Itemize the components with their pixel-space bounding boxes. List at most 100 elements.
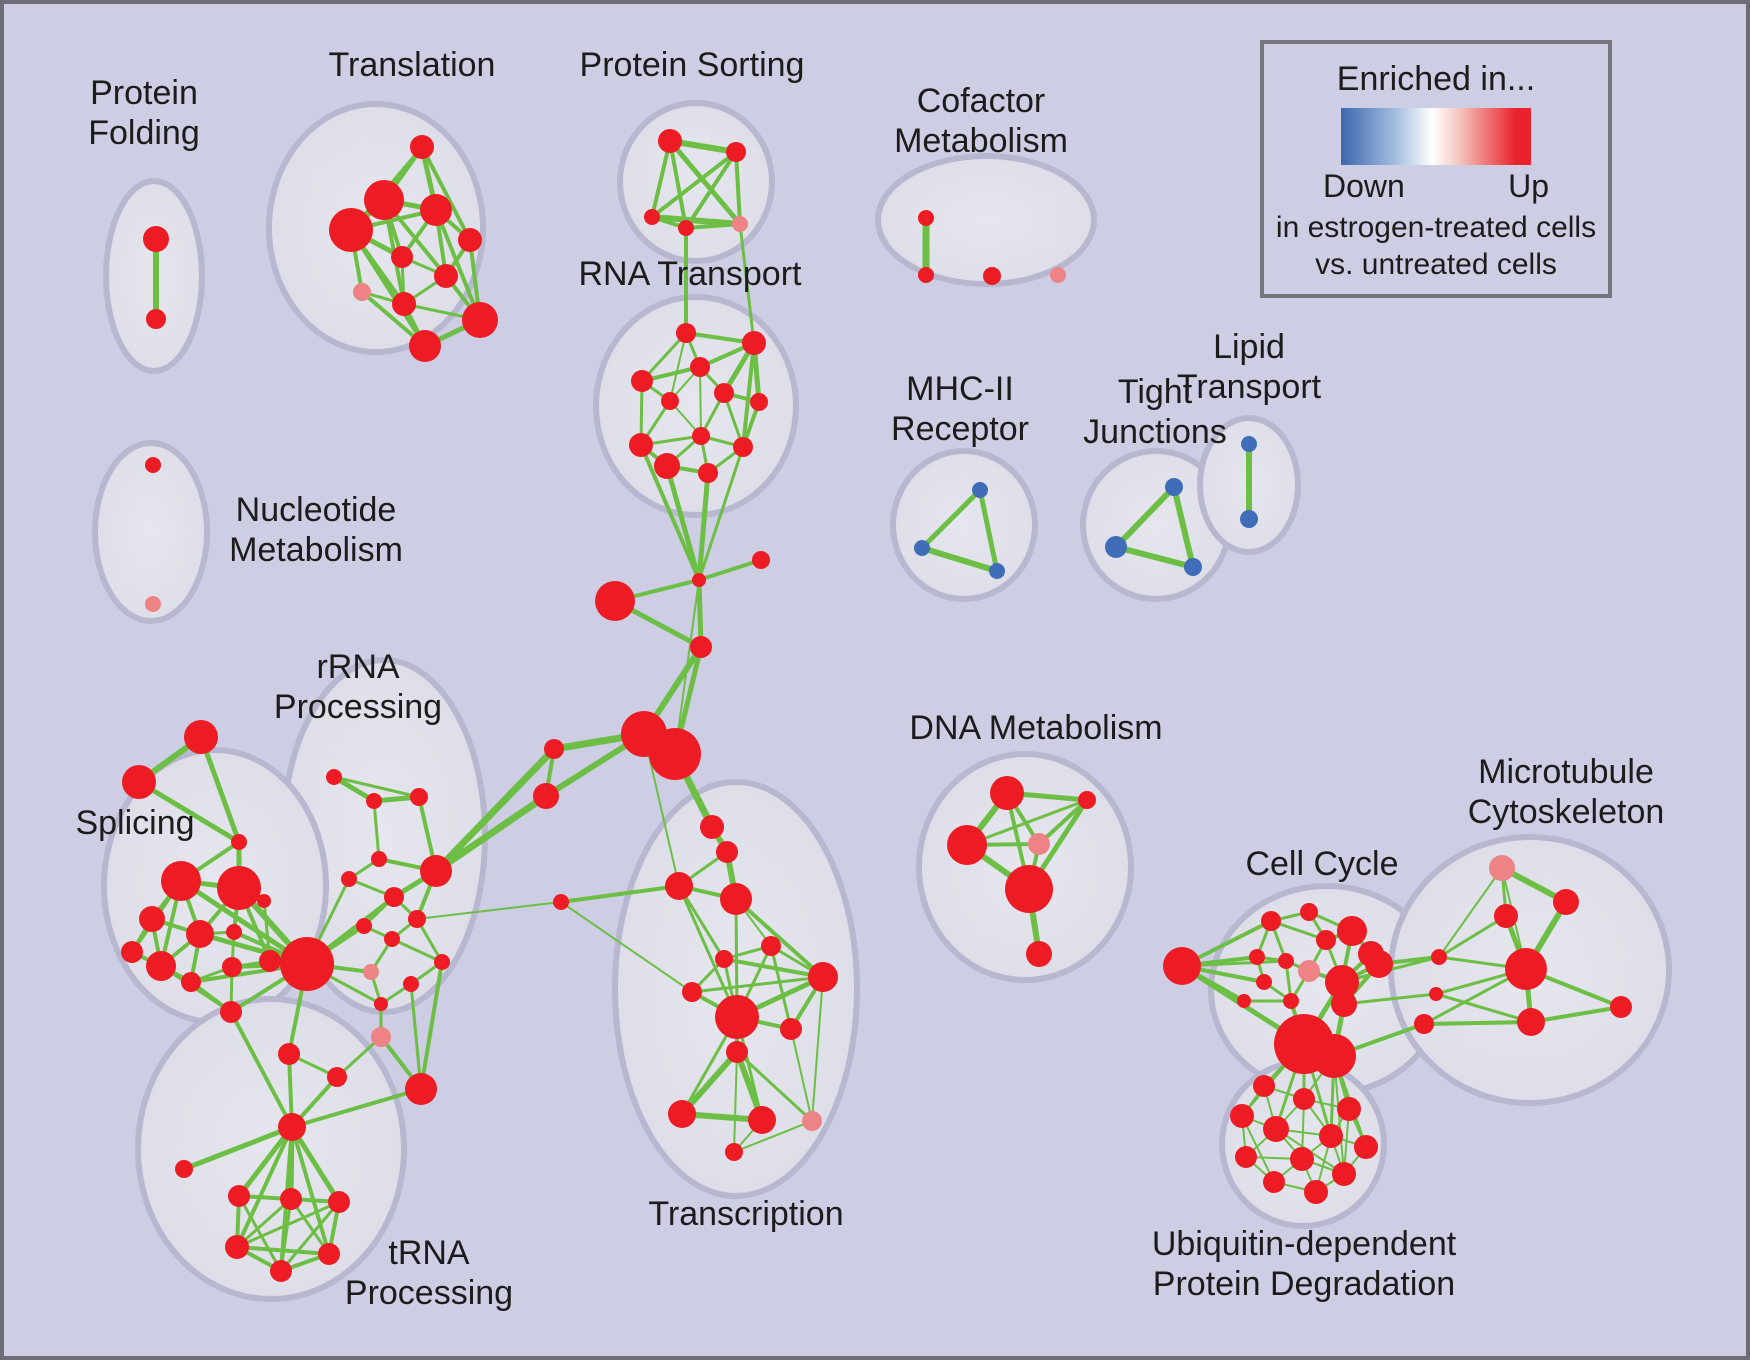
network-edge: [667, 138, 743, 227]
cluster-label-microtubule-cytoskeleton: Microtubule: [1478, 753, 1654, 791]
network-edge: [674, 579, 700, 755]
network-node-ps5: [732, 216, 748, 232]
network-node-m4: [1505, 948, 1547, 990]
network-edge: [289, 1197, 331, 1256]
network-edge: [734, 150, 742, 226]
network-node-tr3: [328, 1191, 350, 1213]
network-edge: [699, 366, 702, 437]
network-edge: [684, 150, 738, 230]
network-node-mh3: [989, 563, 1005, 579]
network-node-mj3: [1414, 1014, 1434, 1034]
network-node-lt1: [553, 894, 569, 910]
network-edge: [236, 1124, 295, 1199]
network-edge: [639, 443, 701, 582]
network-node-m1: [1489, 855, 1515, 881]
cluster-label-trna-processing: Processing: [345, 1274, 513, 1312]
network-node-x12: [668, 1100, 696, 1128]
network-edge: [1241, 1115, 1275, 1183]
network-node-d5: [1005, 865, 1053, 913]
network-node-cc7: [1278, 953, 1294, 969]
network-edge: [790, 1028, 813, 1122]
network-node-x2: [716, 841, 738, 863]
network-edge: [722, 957, 825, 979]
network-node-r10: [356, 918, 372, 934]
cluster-label-nucleotide-metabolism: Metabolism: [229, 531, 403, 569]
network-node-rt6: [661, 392, 679, 410]
network-edge: [434, 208, 482, 322]
network-node-cc14: [1365, 950, 1393, 978]
network-node-bigHub: [280, 937, 334, 991]
network-edge: [181, 1124, 295, 1172]
network-edge: [697, 445, 745, 582]
network-node-u4: [1337, 1097, 1361, 1121]
network-edge: [559, 884, 681, 904]
network-edge: [734, 897, 825, 979]
network-node-u5: [1263, 1116, 1289, 1142]
network-node-lp2: [1240, 510, 1258, 528]
network-edge: [733, 1051, 738, 1153]
network-node-s2: [217, 866, 261, 910]
network-node-r9: [408, 910, 426, 928]
network-edge: [696, 470, 711, 583]
network-edge: [690, 975, 825, 994]
network-node-t1: [410, 135, 434, 159]
network-edge: [279, 1200, 341, 1273]
network-node-tl: [175, 1160, 193, 1178]
network-edge: [432, 792, 550, 875]
network-node-m5: [1517, 1008, 1545, 1036]
network-node-nm1: [145, 457, 161, 473]
network-node-r13: [434, 954, 450, 970]
cluster-label-lipid-transport: Lipid: [1213, 328, 1285, 366]
network-node-u11: [1263, 1171, 1285, 1193]
network-node-m3: [1494, 904, 1518, 928]
network-node-x11: [726, 1041, 748, 1063]
network-node-rt7: [750, 393, 768, 411]
cluster-label-microtubule-cytoskeleton: Cytoskeleton: [1468, 793, 1665, 831]
network-edge: [560, 901, 693, 993]
network-node-u7: [1354, 1135, 1378, 1159]
network-node-cc13: [1331, 991, 1357, 1017]
cluster-label-rna-transport: RNA Transport: [579, 255, 803, 293]
cluster-ellipse-cofactor-metabolism: [875, 153, 1097, 287]
network-node-rpp: [363, 964, 379, 980]
network-node-mj2: [1429, 987, 1443, 1001]
network-node-u12: [1304, 1180, 1328, 1204]
network-node-t5: [458, 228, 482, 252]
network-node-d4: [1028, 833, 1050, 855]
cluster-ellipse-mhc-ii-receptor: [890, 448, 1038, 602]
network-edge: [279, 1197, 293, 1273]
cluster-label-nucleotide-metabolism: Nucleotide: [236, 491, 397, 529]
network-node-c1: [544, 739, 564, 759]
network-node-cc12: [1283, 993, 1299, 1009]
network-edge: [419, 960, 444, 1091]
network-node-rt5: [714, 383, 734, 403]
network-node-rt10: [733, 437, 753, 457]
network-node-cc4: [1316, 930, 1336, 950]
network-node-t7: [434, 264, 458, 288]
network-edge: [811, 976, 824, 1122]
network-edge: [738, 222, 756, 345]
cluster-label-lipid-transport: Transport: [1177, 368, 1322, 406]
network-node-cm1: [918, 210, 934, 226]
network-edge: [977, 487, 1000, 574]
legend-up-label: Up: [1508, 168, 1549, 204]
network-node-s8: [181, 972, 201, 992]
network-edge: [235, 1200, 341, 1249]
network-node-rp: [371, 1027, 391, 1047]
network-edge: [290, 1125, 331, 1256]
network-edge: [733, 1120, 813, 1153]
network-node-x5: [761, 936, 781, 956]
legend-down-label: Down: [1323, 168, 1405, 204]
network-node-cc8: [1298, 960, 1320, 982]
network-node-lp1: [1241, 436, 1257, 452]
network-edge: [229, 1010, 294, 1129]
cluster-label-cell-cycle: Cell Cycle: [1245, 845, 1398, 883]
cluster-label-mhc-ii-receptor: MHC-II: [906, 370, 1014, 408]
network-node-j2: [690, 636, 712, 658]
network-edge: [650, 150, 738, 219]
network-node-r2: [366, 793, 382, 809]
network-node-u1: [1253, 1075, 1275, 1097]
network-node-x4: [720, 883, 752, 915]
cluster-label-ubiquitin-degradation: Protein Degradation: [1153, 1265, 1455, 1303]
